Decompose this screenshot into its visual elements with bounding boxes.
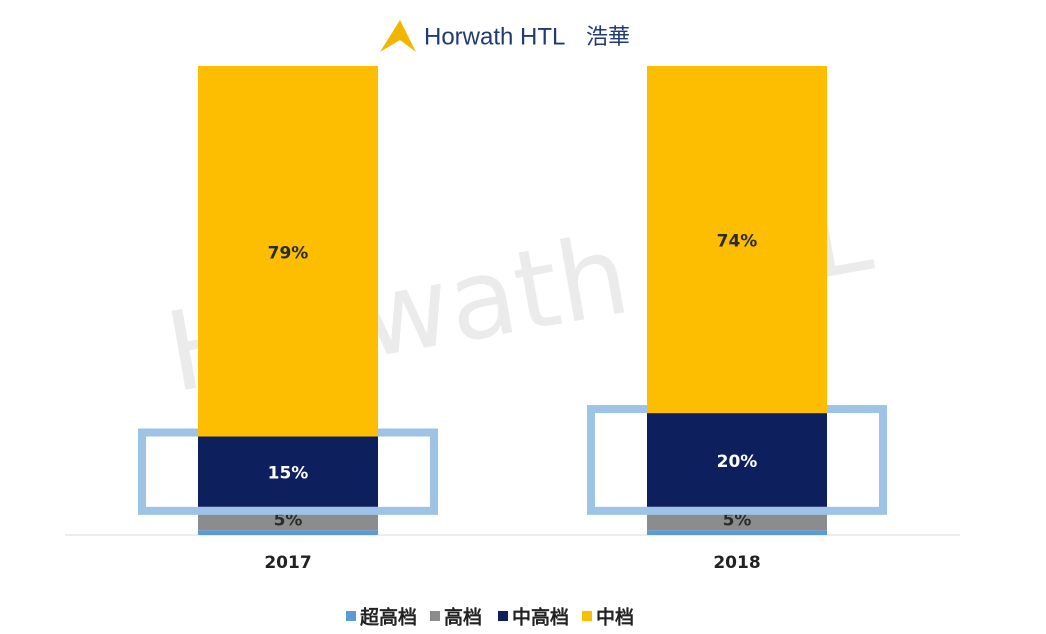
brand-cn: 浩華: [586, 25, 630, 50]
legend-label: 超高档: [359, 606, 417, 629]
legend-label: 中档: [596, 606, 634, 629]
bar-segment: [647, 413, 827, 507]
brand: Horwath HTL: [424, 23, 565, 50]
legend-label: 高档: [444, 606, 482, 629]
bar-segment: [647, 66, 827, 414]
data-label: 5%: [274, 511, 303, 531]
data-label: 15%: [268, 464, 309, 484]
data-label: 5%: [723, 511, 752, 531]
bar-segment: [198, 436, 378, 507]
legend-swatch: [498, 611, 508, 621]
legend-label: 中高档: [512, 606, 569, 629]
data-label: 79%: [268, 243, 309, 263]
bar-segment: [647, 530, 827, 535]
x-tick-label: 2018: [713, 553, 760, 573]
data-label: 74%: [717, 232, 758, 252]
logo: Horwath HTL 浩華: [380, 20, 630, 52]
legend-swatch: [346, 611, 356, 621]
legend-swatch: [430, 611, 440, 621]
legend-swatch: [582, 611, 592, 621]
bar-segment: [198, 66, 378, 437]
data-label: 20%: [717, 452, 758, 472]
logo-icon: [380, 20, 416, 52]
bar-segment: [198, 530, 378, 535]
x-tick-label: 2017: [264, 553, 311, 573]
